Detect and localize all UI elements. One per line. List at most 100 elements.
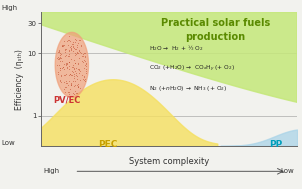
Point [56,58,61,61]
Point [76,48,81,51]
Point [82,54,87,57]
Text: High: High [2,5,18,11]
Point [70,42,75,45]
Point [67,53,72,56]
Point [73,62,78,65]
Point [80,59,85,62]
Point [75,68,80,71]
Point [72,80,77,83]
Point [63,90,68,93]
Point [76,61,81,64]
Point [66,84,71,87]
Point [82,75,87,78]
Point [74,38,79,41]
Point [71,73,76,76]
Point [64,63,69,66]
Text: Practical solar fuels
production: Practical solar fuels production [161,18,270,42]
Point [63,81,68,84]
Point [82,79,86,82]
Point [58,81,63,84]
Point [75,45,80,48]
Point [82,79,87,82]
Text: Low: Low [281,168,294,174]
Point [68,39,73,42]
Point [57,52,62,55]
Point [81,78,85,81]
Point [75,51,80,54]
Point [64,73,69,76]
Point [60,43,65,46]
Point [74,91,79,94]
Point [67,73,72,76]
Point [62,63,67,66]
Point [65,61,69,64]
Point [71,85,76,88]
Point [65,65,69,68]
Point [80,54,85,57]
Point [71,44,76,47]
Point [61,66,66,69]
Point [83,51,88,54]
Point [65,40,69,43]
Point [60,44,65,47]
Point [69,73,74,76]
Point [59,44,64,47]
Point [67,50,72,53]
Point [72,58,77,61]
Point [62,73,66,76]
Text: PEC: PEC [98,140,117,149]
Point [66,54,70,57]
Point [67,67,72,70]
Point [81,51,86,54]
Point [62,87,66,90]
Point [69,58,74,61]
Point [57,64,62,67]
Point [67,92,72,95]
Point [76,83,80,86]
Point [71,43,76,46]
Point [65,38,70,41]
Point [79,74,84,77]
Point [78,44,83,47]
Point [62,80,67,83]
Point [62,67,66,70]
Point [55,57,59,60]
Point [77,68,82,71]
Point [57,79,62,82]
Point [74,74,79,77]
Point [82,58,86,61]
Point [68,47,73,50]
Point [74,91,79,94]
Point [68,82,73,85]
Text: H$_2$O →  H$_2$ + ½ O$_2$: H$_2$O → H$_2$ + ½ O$_2$ [149,43,203,53]
Point [69,82,74,85]
Point [70,63,75,66]
Point [56,50,60,53]
Point [57,54,62,57]
Point [78,69,82,72]
Point [70,46,75,49]
Point [67,90,72,93]
Point [77,79,82,82]
X-axis label: System complexity: System complexity [129,157,209,166]
Point [72,93,76,96]
Point [57,59,62,62]
Text: PP: PP [269,140,282,149]
Point [71,49,76,52]
Point [63,48,68,51]
Point [78,86,83,89]
Point [56,49,61,52]
Point [67,87,72,90]
Point [81,60,85,63]
Point [72,37,77,40]
Point [67,35,72,38]
Point [58,74,63,77]
Point [58,56,63,59]
Text: High: High [44,168,60,174]
Point [59,52,64,55]
Point [57,50,62,53]
Point [73,61,78,64]
Point [72,67,77,70]
Text: CO$_2$ (+H$_2$O) →  CO$_x$H$_y$ (+ O$_2$): CO$_2$ (+H$_2$O) → CO$_x$H$_y$ (+ O$_2$) [149,64,235,74]
Point [66,91,71,94]
